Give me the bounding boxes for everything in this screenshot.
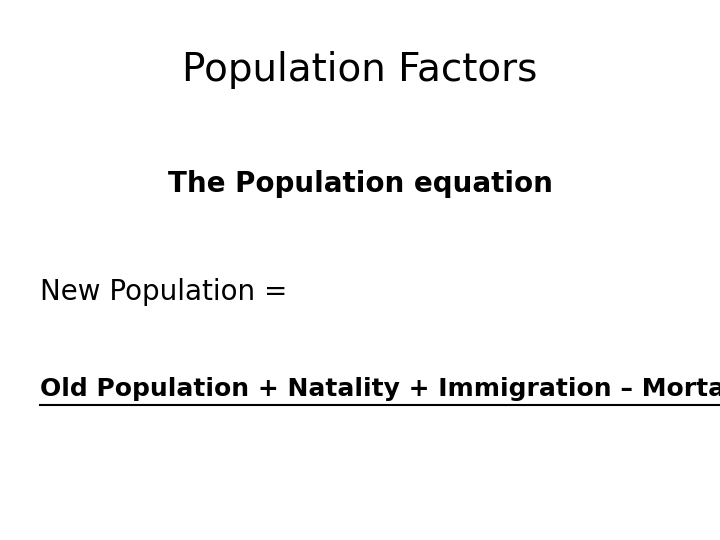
Text: New Population =: New Population = — [40, 278, 296, 306]
Text: The Population equation: The Population equation — [168, 170, 552, 198]
Text: Population Factors: Population Factors — [182, 51, 538, 89]
Text: Old Population + Natality + Immigration – Mortality – Emigration: Old Population + Natality + Immigration … — [40, 377, 720, 401]
